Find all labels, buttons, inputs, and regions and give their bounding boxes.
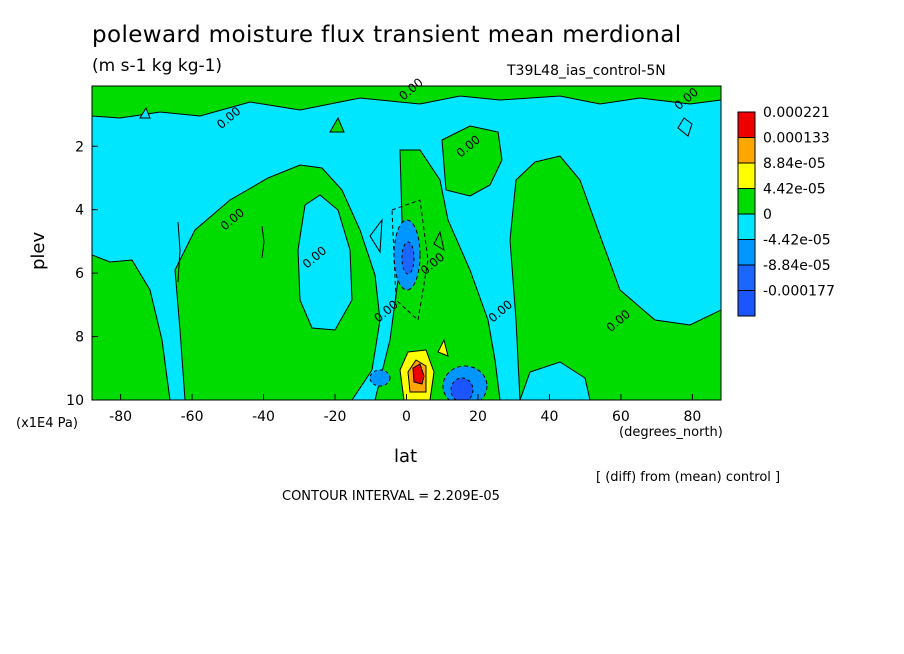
y-ticks: 2 4 6 8 10 (66, 139, 98, 409)
legend-swatch (737, 213, 756, 240)
x-tick-label: -80 (109, 409, 132, 425)
x-tick-label: 0 (402, 409, 411, 425)
legend-swatch (737, 111, 756, 138)
run-id: T39L48_ias_control-5N (507, 63, 666, 79)
x-tick-label: 80 (683, 409, 701, 425)
x-axis-label: lat (394, 446, 418, 467)
x-tick-label: -20 (324, 409, 347, 425)
color-legend: 0.000221 0.000133 8.84e-05 4.42e-05 0 -4.42e-… (737, 105, 835, 317)
y-tick-label: 6 (75, 266, 84, 282)
contour-triangle-1 (329, 116, 345, 133)
x-tick-label: 20 (469, 409, 487, 425)
contour-sliver-1 (177, 221, 181, 283)
contour-interval: CONTOUR INTERVAL = 2.209E-05 (282, 489, 500, 504)
contour-triangle-2 (139, 106, 151, 119)
y-tick-label: 8 (75, 330, 84, 346)
region-small-yellow (437, 338, 449, 357)
legend-label: -4.42e-05 (763, 233, 831, 249)
region-north-green (509, 155, 721, 400)
region-west (92, 254, 171, 400)
diff-note: [ (diff) from (mean) control ] (596, 470, 781, 485)
legend-swatch (737, 162, 756, 189)
region-neg-surface-inner (450, 377, 474, 400)
legend-label: 4.42e-05 (763, 182, 826, 198)
x-tick-label: -40 (252, 409, 275, 425)
legend-swatch (737, 137, 756, 164)
region-north-surface (519, 361, 591, 400)
region-upper-tropic (441, 125, 503, 197)
region-top-band (92, 86, 721, 119)
region-neg-core-inner (401, 241, 415, 275)
legend-label: 8.84e-05 (763, 156, 826, 172)
legend-swatch (737, 239, 756, 266)
contour-field (92, 86, 721, 400)
x-ticks: -80 -60 -40 -20 0 20 40 60 80 (109, 394, 701, 425)
legend-swatch (737, 264, 756, 291)
contour-blob-north (677, 117, 693, 137)
x-axis-unit: (degrees_north) (619, 425, 723, 440)
legend-label: 0.000221 (763, 105, 830, 121)
chart-title: poleward moisture flux transient mean me… (92, 22, 682, 48)
legend-label: -8.84e-05 (763, 258, 831, 274)
region-neg-west-surface (369, 369, 391, 387)
region-pos-red (412, 363, 425, 385)
legend-label: -0.000177 (763, 284, 835, 300)
legend-label: 0.000133 (763, 131, 830, 147)
x-tick-label: 60 (612, 409, 630, 425)
chart-units: (m s-1 kg kg-1) (92, 56, 223, 76)
legend-label: 0 (763, 207, 772, 223)
y-tick-label: 10 (66, 393, 84, 409)
region-south-hole (297, 194, 353, 331)
y-tick-label: 4 (75, 203, 84, 219)
x-tick-label: -60 (181, 409, 204, 425)
contour-sliver-5 (391, 199, 429, 321)
x-tick-label: 40 (541, 409, 559, 425)
y-axis-unit: (x1E4 Pa) (16, 416, 78, 431)
contour-sliver-4 (433, 230, 445, 252)
legend-swatch (737, 188, 756, 215)
y-tick-label: 2 (75, 139, 84, 155)
contour-sliver-3 (369, 218, 383, 254)
contour-sliver-2 (261, 225, 265, 259)
legend-swatch (737, 290, 756, 317)
